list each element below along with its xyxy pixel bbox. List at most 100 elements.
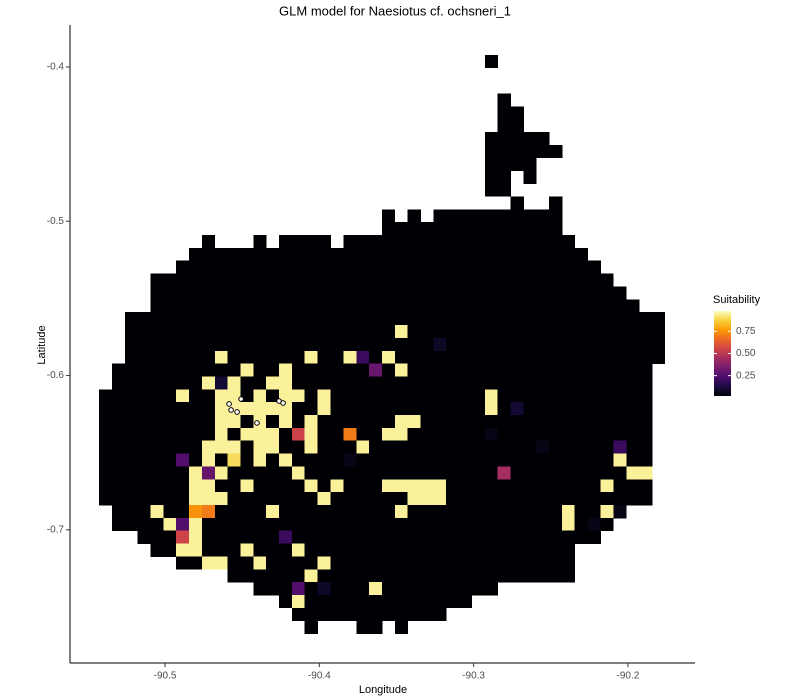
cell — [484, 556, 498, 570]
cell — [189, 517, 203, 532]
cell — [420, 607, 434, 622]
cell — [291, 299, 306, 313]
cell — [407, 235, 421, 249]
cell — [420, 414, 434, 429]
cell — [459, 505, 473, 519]
cell — [291, 402, 306, 416]
cell — [124, 363, 139, 377]
cell — [626, 492, 640, 506]
cell — [150, 466, 164, 480]
cell — [510, 337, 524, 352]
cell — [446, 517, 460, 532]
cell — [343, 363, 357, 377]
cell — [279, 582, 293, 596]
cell — [459, 402, 473, 416]
cell — [510, 286, 524, 300]
cell — [420, 427, 434, 442]
cell — [626, 363, 640, 377]
cell — [433, 530, 447, 544]
cell — [394, 222, 409, 236]
cell — [420, 543, 434, 557]
cell — [497, 170, 511, 184]
cell — [536, 402, 550, 416]
cell — [291, 556, 306, 570]
cell — [381, 337, 396, 352]
cell — [317, 607, 331, 622]
cell — [394, 440, 409, 454]
cell — [536, 222, 550, 236]
cell — [356, 312, 370, 326]
cell — [330, 582, 344, 596]
cell — [356, 247, 370, 262]
cell — [111, 414, 126, 429]
cell — [394, 414, 409, 429]
cell — [549, 325, 563, 339]
cell — [600, 479, 614, 493]
cell — [189, 530, 203, 544]
cell — [291, 389, 306, 403]
cell — [163, 376, 177, 390]
cell — [214, 337, 228, 352]
cell — [304, 312, 318, 326]
cell — [639, 376, 653, 390]
cell — [639, 479, 653, 493]
cell — [549, 569, 563, 583]
cell — [561, 337, 576, 352]
cell — [343, 235, 357, 249]
cell — [381, 556, 396, 570]
cell — [549, 299, 563, 313]
cell — [163, 492, 177, 506]
cell — [497, 453, 511, 467]
cell — [574, 492, 588, 506]
cell — [381, 453, 396, 467]
cell — [613, 492, 627, 506]
cell — [484, 235, 498, 249]
cell — [99, 440, 113, 454]
cell — [253, 402, 267, 416]
cell — [626, 389, 640, 403]
cell — [626, 466, 640, 480]
cell — [330, 337, 344, 352]
cell — [381, 505, 396, 519]
cell — [253, 247, 267, 262]
cell — [356, 235, 370, 249]
cell — [459, 530, 473, 544]
cell — [253, 363, 267, 377]
cell — [201, 260, 216, 274]
cell — [253, 569, 267, 583]
cell — [266, 325, 280, 339]
cell — [381, 402, 396, 416]
cell — [356, 543, 370, 557]
cell — [356, 350, 370, 364]
cell — [304, 453, 318, 467]
cell — [471, 273, 486, 287]
cell — [240, 350, 254, 364]
cell — [523, 157, 537, 172]
cell — [227, 414, 241, 429]
cell — [446, 440, 460, 454]
cell — [510, 505, 524, 519]
cell — [394, 286, 409, 300]
cell — [600, 440, 614, 454]
y-axis-title: Latitude — [36, 325, 48, 364]
cell — [394, 312, 409, 326]
cell — [613, 466, 627, 480]
cell — [497, 402, 511, 416]
cell — [639, 350, 653, 364]
cell — [446, 453, 460, 467]
cell — [510, 247, 524, 262]
cell — [330, 595, 344, 609]
cell — [214, 273, 228, 287]
cell — [574, 517, 588, 532]
cell — [369, 350, 383, 364]
cell — [407, 376, 421, 390]
cell — [150, 479, 164, 493]
cell — [176, 427, 190, 442]
cell — [253, 556, 267, 570]
cell — [330, 466, 344, 480]
cell — [574, 363, 588, 377]
cell — [356, 299, 370, 313]
cell — [317, 543, 331, 557]
cell — [330, 556, 344, 570]
cell — [214, 312, 228, 326]
